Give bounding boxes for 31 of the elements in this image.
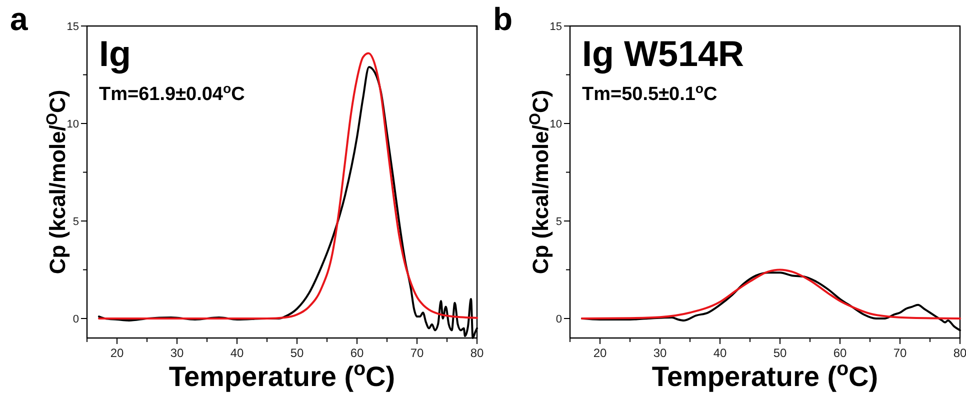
- y-tick-label: 0: [556, 314, 562, 326]
- x-tick-label: 30: [653, 346, 667, 360]
- x-tick-label: 20: [110, 346, 124, 360]
- y-tick-label: 15: [66, 21, 79, 33]
- x-tick-label: 80: [953, 346, 966, 360]
- x-tick-label: 40: [713, 346, 727, 360]
- text: a: [10, 1, 28, 37]
- x-axis-title: Temperature ($^{o}$C): [168, 358, 396, 392]
- x-tick-label: 70: [893, 346, 907, 360]
- chart-title: Ig: [99, 33, 131, 74]
- x-tick-label: 80: [470, 346, 484, 360]
- chart-title: Ig W514R: [582, 33, 744, 74]
- x-tick-label: 70: [410, 346, 424, 360]
- x-tick-label: 40: [230, 346, 244, 360]
- y-tick-label: 10: [550, 118, 562, 130]
- x-tick-label: 50: [773, 346, 787, 360]
- annotation: Tm=50.5±0.1$^{o}$C: [582, 80, 718, 105]
- x-tick-label: 60: [833, 346, 847, 360]
- line-series: [581, 268, 961, 320]
- x-tick-label: 50: [290, 346, 304, 360]
- y-tick-label: 5: [556, 216, 562, 228]
- y-tick-label: 10: [66, 118, 79, 130]
- text: b: [493, 1, 513, 37]
- annotation: Tm=61.9±0.04$^{o}$C: [99, 80, 246, 105]
- x-tick-label: 30: [170, 346, 184, 360]
- x-axis-title: Temperature ($^{o}$C): [652, 358, 878, 392]
- y-tick-label: 0: [72, 314, 79, 326]
- y-tick-label: 5: [72, 216, 79, 228]
- x-tick-label: 60: [350, 346, 364, 360]
- x-tick-label: 20: [593, 346, 607, 360]
- y-tick-label: 15: [550, 21, 562, 33]
